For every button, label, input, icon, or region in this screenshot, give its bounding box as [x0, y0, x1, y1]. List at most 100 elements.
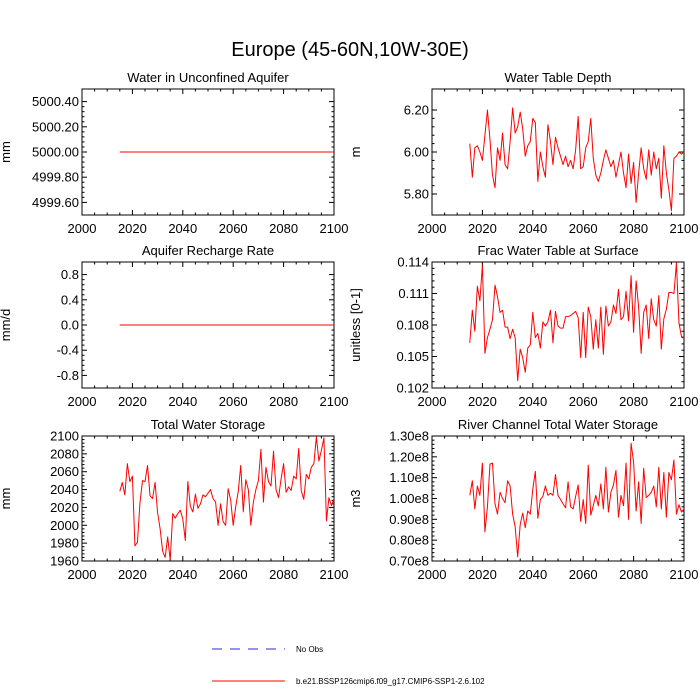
- y-axis-label: unitless [0-1]: [348, 288, 363, 362]
- x-tick-label: 2020: [468, 567, 497, 582]
- y-tick-label: 4999.60: [32, 195, 79, 210]
- x-tick-label: 2040: [168, 567, 197, 582]
- chart-panels: Water in Unconfined Aquifer mm 2000 2020 204…: [0, 70, 698, 582]
- y-tick-label: 0.90e8: [389, 512, 429, 527]
- x-tick-label: 2000: [68, 567, 97, 582]
- y-tick-label: 0.111: [398, 286, 429, 301]
- x-tick-label: 2040: [168, 221, 197, 236]
- plot-frame: [81, 435, 335, 562]
- y-tick-label: 5000.00: [32, 145, 79, 160]
- panel-title: Frac Water Table at Surface: [477, 243, 638, 258]
- x-tick-label: 2080: [269, 567, 298, 582]
- y-tick-label: 1.20e8: [389, 449, 429, 464]
- x-tick-label: 2060: [219, 221, 248, 236]
- x-tick-label: 2100: [670, 221, 699, 236]
- legend-model-label: b.e21.BSSP126cmip6.f09_g17.CMIP6-SSP1-2.…: [296, 677, 485, 686]
- y-axis-label: mm: [0, 488, 13, 510]
- y-tick-label: 1.30e8: [389, 429, 429, 444]
- y-tick-label: 1980: [50, 536, 79, 551]
- y-tick-label: 2060: [50, 464, 79, 479]
- x-tick-label: 2000: [68, 221, 97, 236]
- panel-title: Aquifer Recharge Rate: [142, 243, 274, 258]
- y-tick-label: 0.102: [396, 381, 429, 396]
- figure-title: Europe (45-60N,10W-30E): [231, 39, 469, 61]
- x-tick-label: 2060: [569, 221, 598, 236]
- y-tick-label: 5000.40: [32, 94, 79, 109]
- x-tick-label: 2020: [468, 394, 497, 409]
- y-tick-label: 2100: [50, 429, 79, 444]
- panel-aquifer-recharge: Aquifer Recharge Rate mm/d 2000 2020 2040 206…: [0, 243, 348, 409]
- x-tick-label: 2040: [518, 394, 547, 409]
- x-tick-label: 2060: [569, 567, 598, 582]
- panel-frac-water-table: Frac Water Table at Surface unitless [0-1…: [348, 243, 698, 409]
- panel-title: River Channel Total Water Storage: [458, 417, 658, 432]
- x-tick-label: 2040: [518, 221, 547, 236]
- x-tick-label: 2080: [619, 567, 648, 582]
- y-tick-label: 5.80: [404, 187, 429, 202]
- x-tick-label: 2040: [518, 567, 547, 582]
- x-tick-label: 2060: [219, 394, 248, 409]
- panel-aquifer-water: Water in Unconfined Aquifer mm 2000 2020 204…: [0, 70, 348, 236]
- y-tick-label: 2000: [50, 518, 79, 533]
- x-tick-label: 2000: [68, 394, 97, 409]
- y-tick-label: 0.4: [61, 292, 79, 307]
- x-tick-label: 2100: [320, 567, 349, 582]
- y-tick-label: 0.114: [397, 255, 429, 270]
- y-tick-label: 0.105: [396, 349, 429, 364]
- y-tick-label: -0.8: [57, 368, 79, 383]
- y-tick-label: 5000.20: [32, 119, 79, 134]
- y-axis-label: m3: [348, 489, 363, 507]
- legend: No Obs b.e21.BSSP126cmip6.f09_g17.CMIP6-…: [212, 645, 485, 686]
- y-tick-label: 0.8: [61, 267, 79, 282]
- y-tick-label: 0.108: [396, 318, 429, 333]
- y-tick-label: 1960: [50, 554, 79, 569]
- series-line: [469, 442, 685, 558]
- y-tick-label: 1.10e8: [389, 470, 429, 485]
- panel-title: Total Water Storage: [151, 417, 265, 432]
- y-tick-label: 0.0: [61, 318, 79, 333]
- x-tick-label: 2080: [269, 221, 298, 236]
- y-axis-label: mm/d: [0, 309, 13, 342]
- y-tick-label: 6.00: [404, 145, 429, 160]
- x-tick-label: 2040: [168, 394, 197, 409]
- x-tick-label: 2100: [670, 567, 699, 582]
- series-line: [119, 436, 335, 561]
- panel-title: Water in Unconfined Aquifer: [127, 70, 289, 85]
- x-tick-label: 2100: [670, 394, 699, 409]
- y-tick-label: -0.4: [57, 343, 79, 358]
- x-tick-label: 2020: [118, 394, 147, 409]
- y-axis-label: mm: [0, 141, 13, 163]
- x-tick-label: 2080: [619, 221, 648, 236]
- y-tick-label: 4999.80: [32, 170, 79, 185]
- y-tick-label: 0.80e8: [389, 533, 429, 548]
- y-tick-label: 1.00e8: [389, 491, 429, 506]
- y-tick-label: 0.70e8: [389, 554, 429, 569]
- x-tick-label: 2060: [219, 567, 248, 582]
- panel-water-table-depth: Water Table Depth m 2000 2020 2040 2060 2080 21…: [348, 70, 698, 236]
- legend-obs-label: No Obs: [296, 645, 323, 654]
- y-tick-label: 6.20: [404, 103, 429, 118]
- series-line: [469, 262, 685, 382]
- plot-frame: [431, 88, 685, 216]
- y-axis-label: m: [348, 147, 363, 158]
- x-tick-label: 2100: [320, 221, 349, 236]
- panel-title: Water Table Depth: [505, 70, 612, 85]
- x-tick-label: 2080: [269, 394, 298, 409]
- x-tick-label: 2060: [569, 394, 598, 409]
- y-tick-label: 2080: [50, 446, 79, 461]
- x-tick-label: 2020: [118, 567, 147, 582]
- x-tick-label: 2000: [418, 567, 447, 582]
- x-tick-label: 2020: [468, 221, 497, 236]
- panel-river-channel-storage: River Channel Total Water Storage m3 2000 2…: [348, 417, 698, 582]
- x-tick-label: 2000: [418, 221, 447, 236]
- x-tick-label: 2100: [320, 394, 349, 409]
- plot-frame: [431, 435, 685, 562]
- x-tick-label: 2020: [118, 221, 147, 236]
- panel-total-water-storage: Total Water Storage mm 2000 2020 2040 2060 208…: [0, 417, 348, 582]
- y-tick-label: 2040: [50, 482, 79, 497]
- y-tick-label: 2020: [50, 500, 79, 515]
- series-line: [469, 107, 685, 212]
- x-tick-label: 2000: [418, 394, 447, 409]
- x-tick-label: 2080: [619, 394, 648, 409]
